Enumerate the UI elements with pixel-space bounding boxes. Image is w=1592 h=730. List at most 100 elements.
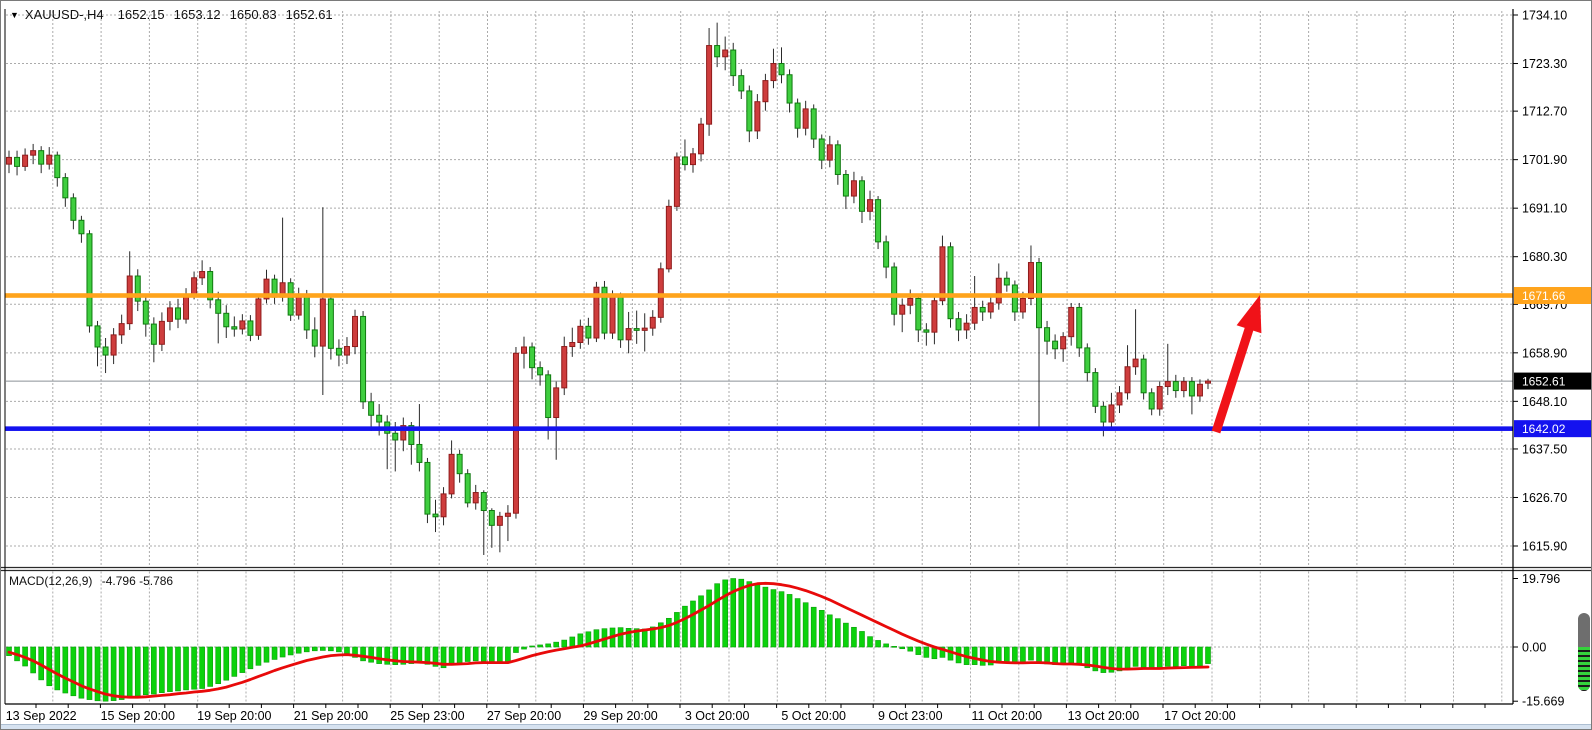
- candle-body: [504, 512, 511, 517]
- macd-histogram-bar: [400, 646, 407, 665]
- price-tick-label: 1626.70: [1522, 491, 1567, 505]
- trend-arrow-shaft[interactable]: [1211, 322, 1256, 434]
- candle-body: [665, 205, 672, 270]
- open-value: 1652.15: [117, 7, 165, 22]
- macd-histogram-bar: [1132, 646, 1139, 667]
- macd-histogram-bar: [730, 578, 737, 648]
- candle-body: [327, 298, 334, 349]
- macd-tick-label: -15.669: [1522, 695, 1564, 709]
- time-axis-label: 3 Oct 20:00: [685, 709, 750, 723]
- candle-body: [625, 328, 632, 341]
- candle-body: [987, 302, 994, 313]
- macd-signal-line: [7, 581, 1210, 699]
- candle-body: [215, 299, 222, 314]
- candle-body: [971, 306, 978, 324]
- macd-histogram-bar: [1189, 646, 1195, 667]
- candle-body: [1044, 327, 1051, 342]
- candle-body: [907, 297, 914, 306]
- candle-body: [150, 323, 157, 345]
- candle-body: [601, 286, 608, 334]
- candle-body: [54, 154, 61, 179]
- candle-body: [553, 387, 560, 419]
- support-price-tag-text: 1642.02: [1522, 422, 1566, 436]
- scrollbar-thumb-overlay[interactable]: [1578, 613, 1590, 691]
- macd-histogram-bar: [1148, 646, 1155, 669]
- trend-arrow-head[interactable]: [1236, 295, 1262, 334]
- macd-histogram-bar: [633, 628, 640, 648]
- candle-body: [1003, 277, 1010, 286]
- time-axis-label: 11 Oct 20:00: [971, 709, 1042, 723]
- time-axis-label: 13 Oct 20:00: [1068, 709, 1140, 723]
- candle-body: [287, 282, 294, 316]
- macd-histogram-bar: [505, 646, 511, 663]
- candle-body: [1196, 383, 1203, 397]
- macd-histogram-bar: [62, 646, 69, 694]
- time-axis-label: 15 Sep 20:00: [101, 709, 175, 723]
- candle-body: [46, 154, 53, 165]
- candle-body: [794, 102, 801, 129]
- candle-body: [1092, 372, 1099, 407]
- macd-histogram-bar: [134, 646, 141, 697]
- macd-values: -4.796 -5.786: [101, 574, 174, 588]
- support-line[interactable]: [5, 426, 1513, 431]
- macd-histogram-bar: [738, 578, 745, 648]
- resistance-line[interactable]: [5, 293, 1513, 298]
- candle-body: [754, 101, 761, 132]
- macd-histogram-bar: [271, 646, 278, 660]
- candle-body: [883, 241, 890, 268]
- macd-histogram-bar: [408, 646, 415, 664]
- macd-histogram-bar: [802, 602, 809, 648]
- macd-histogram-bar: [311, 646, 318, 652]
- candle-body: [537, 367, 544, 376]
- macd-histogram-bar: [424, 646, 431, 665]
- candle-body: [585, 325, 592, 339]
- candle-body: [158, 320, 165, 345]
- candle-body: [649, 316, 656, 329]
- macd-histogram-bar: [1052, 646, 1058, 665]
- candle-body: [1084, 347, 1091, 374]
- candle-body: [641, 327, 648, 331]
- macd-histogram-bar: [223, 646, 230, 681]
- macd-histogram-bar: [826, 614, 833, 648]
- macd-histogram-bar: [1020, 646, 1026, 663]
- macd-histogram-bar: [263, 646, 270, 663]
- price-tick-label: 1658.90: [1522, 346, 1567, 360]
- macd-histogram-bar: [1181, 646, 1187, 666]
- candle-body: [593, 286, 600, 339]
- collapse-icon[interactable]: ▼: [10, 9, 19, 20]
- price-tick-label: 1648.10: [1522, 395, 1567, 409]
- macd-histogram-bar: [1084, 646, 1091, 669]
- macd-histogram-bar: [1028, 646, 1034, 661]
- candle-body: [738, 75, 745, 92]
- macd-histogram-bar: [690, 600, 696, 648]
- time-axis-label: 25 Sep 23:00: [390, 709, 464, 723]
- candle-body: [617, 295, 624, 341]
- horizontal-scrollbar-track[interactable]: [1, 724, 1591, 729]
- candle-body: [778, 63, 785, 76]
- candle-body: [118, 323, 125, 336]
- macd-tick-label: 19.796: [1522, 572, 1560, 586]
- candle-body: [183, 294, 190, 320]
- candle-body: [714, 45, 721, 58]
- candle-body: [38, 150, 45, 165]
- candle-body: [850, 180, 857, 197]
- candle-body: [633, 328, 640, 331]
- candle-body: [239, 320, 246, 330]
- macd-histogram-bar: [682, 605, 688, 648]
- candle-body: [416, 443, 423, 463]
- pane-separator: [1, 567, 1591, 571]
- candle-body: [561, 346, 568, 389]
- candle-body: [786, 74, 793, 104]
- candle-body: [512, 352, 519, 514]
- candle-body: [86, 233, 93, 327]
- support-price-tag: [1514, 420, 1591, 438]
- macd-histogram-bar: [513, 646, 519, 653]
- macd-histogram-bar: [344, 646, 350, 654]
- macd-histogram-bar: [649, 626, 656, 648]
- macd-histogram-bar: [336, 646, 342, 653]
- scrollbar-thumb-stripes: [1578, 647, 1590, 691]
- time-axis-label: 5 Oct 20:00: [781, 709, 846, 723]
- macd-histogram-bar: [843, 622, 849, 648]
